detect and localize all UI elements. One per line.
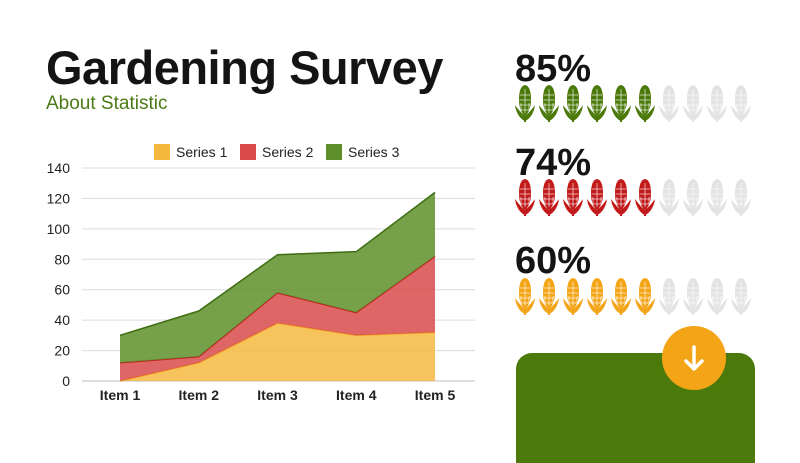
scroll-down-button[interactable] (662, 326, 726, 390)
corn-icon (587, 278, 607, 315)
corn-icon (563, 85, 583, 122)
corn-icon (563, 179, 583, 216)
corn-icon (515, 278, 535, 315)
y-tick-label: 80 (54, 251, 70, 267)
corn-icon (515, 179, 535, 216)
corn-icon (659, 179, 679, 216)
corn-icon (635, 85, 655, 122)
page-title: Gardening Survey (46, 41, 443, 94)
corn-icon (539, 179, 559, 216)
corn-icon (659, 85, 679, 122)
legend-label-3: Series 3 (348, 144, 400, 160)
corn-icon (587, 85, 607, 122)
corn-icon (731, 278, 751, 315)
legend-swatch-2 (240, 144, 256, 160)
x-tick-label: Item 1 (100, 387, 141, 403)
x-tick-label: Item 2 (179, 387, 220, 403)
corn-icon (515, 85, 535, 122)
corn-icon-row-3 (514, 276, 759, 318)
corn-icon (707, 278, 727, 315)
corn-icon (611, 278, 631, 315)
x-tick-label: Item 3 (257, 387, 298, 403)
corn-icon (731, 179, 751, 216)
y-tick-label: 60 (54, 282, 70, 298)
page-subtitle: About Statistic (46, 93, 168, 114)
legend-label-1: Series 1 (176, 144, 228, 160)
x-tick-label: Item 5 (415, 387, 456, 403)
corn-icon (635, 179, 655, 216)
y-tick-label: 140 (47, 160, 71, 176)
legend-swatch-1 (154, 144, 170, 160)
series-line-3 (119, 191, 436, 337)
y-tick-label: 40 (54, 312, 70, 328)
legend-label-2: Series 2 (262, 144, 314, 160)
stat-percent-2: 74% (515, 142, 592, 184)
corn-icon (659, 278, 679, 315)
corn-icon (611, 85, 631, 122)
stat-percent-3: 60% (515, 240, 592, 282)
corn-icon (587, 179, 607, 216)
corn-icon (539, 85, 559, 122)
series-area-3 (120, 192, 435, 363)
y-tick-label: 100 (47, 221, 71, 237)
y-tick-label: 120 (47, 190, 71, 206)
x-tick-label: Item 4 (336, 387, 377, 403)
series-area-1 (120, 323, 435, 381)
legend-swatch-3 (326, 144, 342, 160)
corn-icon (731, 85, 751, 122)
corn-icon (683, 278, 703, 315)
y-tick-label: 20 (54, 343, 70, 359)
y-tick-label: 0 (62, 373, 70, 389)
corn-icon (707, 179, 727, 216)
area-chart: 0 20 40 60 80 100 120 140 Item 1 Item 2 Item 3 Item… (47, 144, 475, 403)
arrow-down-icon (684, 345, 704, 371)
series-area-2 (120, 256, 435, 381)
corn-icon (611, 179, 631, 216)
corn-icon-row-2 (514, 177, 759, 219)
corn-icon-row-1 (514, 83, 759, 125)
stat-percent-1: 85% (515, 48, 592, 90)
corn-icon (707, 85, 727, 122)
corn-icon (683, 85, 703, 122)
corn-icon (563, 278, 583, 315)
corn-icon (539, 278, 559, 315)
corn-icon (635, 278, 655, 315)
corn-icon (683, 179, 703, 216)
